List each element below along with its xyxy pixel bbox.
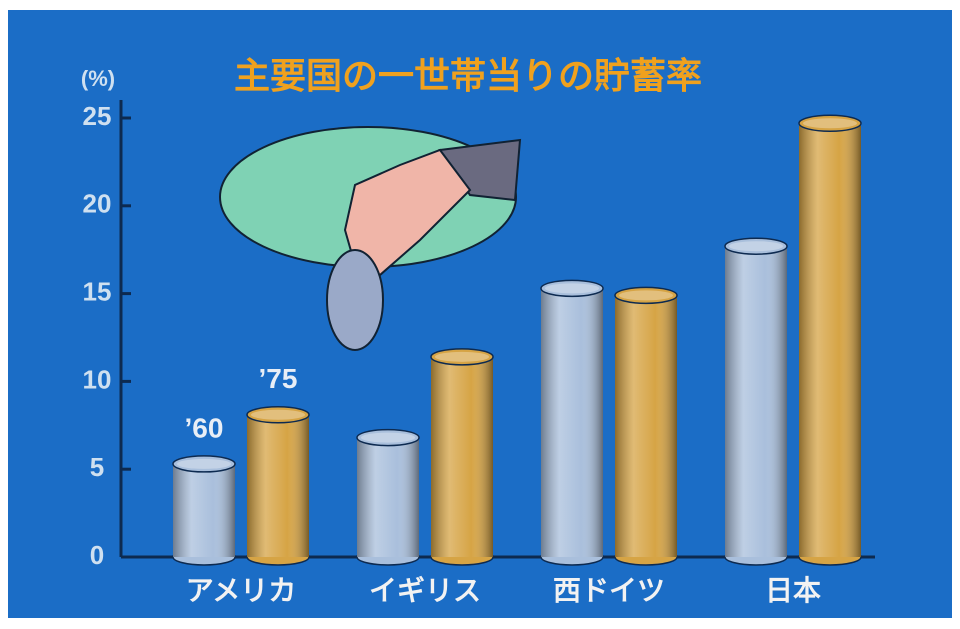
y-tick-label: 20 [83, 189, 112, 219]
bar-top [172, 455, 236, 473]
y-tick-label: 0 [90, 540, 104, 570]
illustration [219, 126, 522, 351]
bar-top-highlight [803, 118, 857, 129]
bar-shade [615, 295, 677, 557]
bar-shade [799, 123, 861, 557]
bar-shade [725, 246, 787, 558]
bar-top [724, 237, 788, 255]
bar-top-highlight [251, 409, 305, 420]
bar-top-highlight [729, 241, 783, 252]
bar-top [798, 114, 862, 133]
y-tick-label: 15 [83, 276, 112, 306]
bar-shade [173, 463, 235, 557]
bar-top-highlight [361, 432, 415, 443]
x-tick-label: アメリカ [186, 574, 297, 607]
series-label: ’75 [259, 363, 298, 394]
bar-top [540, 279, 604, 298]
x-tick-label: イギリス [369, 574, 481, 607]
bar-top-highlight [435, 351, 489, 362]
y-tick-label: 10 [83, 364, 112, 394]
chart-title: 主要国の一世帯当りの貯蓄率 [234, 56, 702, 97]
bar-shade [431, 356, 493, 557]
bar-top-highlight [619, 290, 673, 301]
bar-top [430, 348, 494, 366]
bar-top-highlight [177, 458, 231, 469]
y-tick-label: 25 [83, 101, 112, 131]
bar-top [614, 286, 678, 305]
bar-top [246, 406, 310, 424]
y-tick-label: 5 [90, 452, 104, 482]
y-axis-label: (%) [81, 66, 115, 91]
series-label: ’60 [185, 412, 224, 443]
bar-top [356, 428, 420, 447]
bar-top-highlight [545, 283, 599, 294]
x-tick-label: 西ドイツ [553, 574, 665, 607]
x-tick-label: 日本 [765, 574, 821, 607]
bar-shade [541, 288, 603, 557]
bar-shade [357, 437, 419, 557]
bar-shade [247, 414, 309, 557]
